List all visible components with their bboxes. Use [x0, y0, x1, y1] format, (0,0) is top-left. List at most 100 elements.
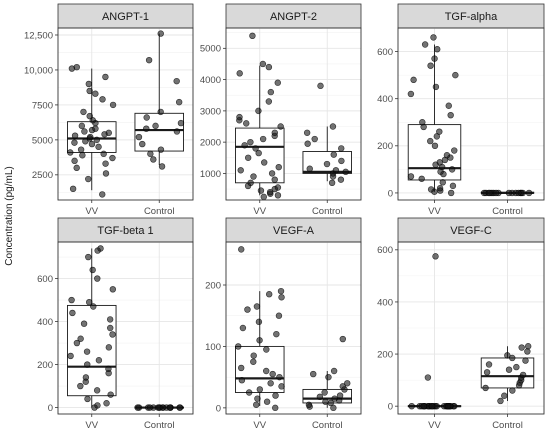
data-point	[176, 404, 183, 411]
data-point	[102, 160, 109, 167]
y-tick-label: 0	[48, 403, 53, 414]
data-point	[235, 343, 242, 350]
data-point	[505, 189, 513, 197]
facet-title: VEGF-C	[450, 225, 492, 237]
data-point	[95, 357, 103, 364]
data-point	[97, 245, 104, 252]
data-point	[135, 133, 143, 141]
facet-panel: TGF-alpha 0 200 400 600 VV Control	[377, 3, 545, 217]
panel-border	[397, 241, 545, 415]
data-point	[261, 159, 268, 166]
data-point	[243, 120, 250, 127]
data-point	[253, 303, 261, 310]
data-point	[73, 164, 80, 172]
data-point	[256, 386, 264, 393]
facet-panel: VEGF-A 0 100 200 VV Control	[205, 217, 362, 431]
y-tick-label: 200	[377, 349, 393, 360]
data-point	[94, 402, 101, 409]
data-point	[330, 367, 338, 375]
data-point	[445, 102, 452, 109]
data-point	[265, 63, 273, 71]
data-point	[513, 363, 520, 371]
data-point	[306, 165, 313, 172]
data-point	[418, 175, 425, 182]
data-point	[263, 346, 270, 353]
data-point	[323, 160, 331, 168]
data-point	[330, 151, 337, 158]
data-point	[509, 387, 516, 394]
data-point	[497, 397, 504, 405]
x-tick-label: Control	[144, 420, 175, 431]
data-point	[238, 377, 246, 384]
data-point	[105, 129, 112, 137]
data-point	[339, 383, 346, 390]
y-tick-label: 7500	[32, 100, 53, 111]
panel-border	[57, 241, 194, 415]
data-point	[447, 111, 454, 119]
data-point	[250, 352, 257, 359]
data-point	[71, 139, 78, 146]
data-point	[267, 88, 275, 96]
data-point	[524, 348, 531, 355]
data-point	[255, 149, 262, 157]
data-point	[73, 339, 81, 347]
x-tick-label: Control	[492, 206, 523, 217]
data-point	[69, 185, 77, 193]
data-point	[244, 154, 252, 161]
data-point	[85, 175, 92, 183]
y-tick-label: 400	[377, 94, 393, 105]
y-tick-label: 1000	[200, 169, 221, 180]
data-point	[250, 358, 257, 365]
data-point	[254, 395, 261, 402]
y-tick-label: 10,000	[24, 65, 53, 76]
data-point	[102, 73, 109, 81]
data-point	[102, 170, 110, 177]
data-point	[250, 173, 257, 180]
data-point	[439, 179, 446, 186]
x-tick-label: Control	[144, 206, 175, 217]
data-point	[247, 179, 254, 187]
data-point	[436, 128, 443, 135]
y-tick-label: 2000	[200, 138, 221, 149]
data-point	[146, 404, 154, 411]
data-point	[485, 361, 493, 368]
facet-panel: VEGF-C 0 200 400 600 VV Control	[377, 217, 545, 431]
data-point	[95, 143, 102, 151]
data-point	[256, 337, 263, 344]
y-tick-label: 2500	[32, 170, 53, 181]
data-point	[436, 159, 444, 166]
data-point	[67, 149, 74, 156]
data-point	[268, 170, 276, 177]
data-point	[107, 391, 114, 398]
data-point	[77, 146, 85, 153]
data-point	[428, 402, 436, 410]
data-point	[236, 113, 243, 121]
data-point	[432, 83, 440, 91]
strip-background	[225, 3, 362, 29]
data-point	[238, 246, 245, 253]
data-point	[255, 107, 262, 115]
data-point	[273, 330, 280, 338]
data-point	[311, 135, 318, 143]
y-tick-label: 0	[216, 403, 221, 414]
strip-background	[397, 3, 545, 29]
data-point	[77, 382, 84, 390]
data-point	[158, 163, 166, 170]
x-tick-label: VV	[85, 206, 98, 217]
data-point	[236, 70, 243, 77]
y-tick-label: 600	[377, 47, 393, 58]
data-point	[336, 392, 344, 399]
data-point	[85, 80, 93, 88]
y-tick-label: 200	[37, 360, 53, 371]
data-point	[519, 371, 527, 379]
data-point	[145, 56, 153, 64]
data-point	[432, 253, 439, 260]
data-point	[84, 395, 91, 403]
data-point	[80, 108, 87, 116]
x-tick-label: VV	[428, 206, 441, 217]
data-point	[274, 184, 282, 191]
data-point	[304, 140, 311, 147]
data-point	[244, 306, 251, 313]
data-point	[452, 71, 459, 79]
